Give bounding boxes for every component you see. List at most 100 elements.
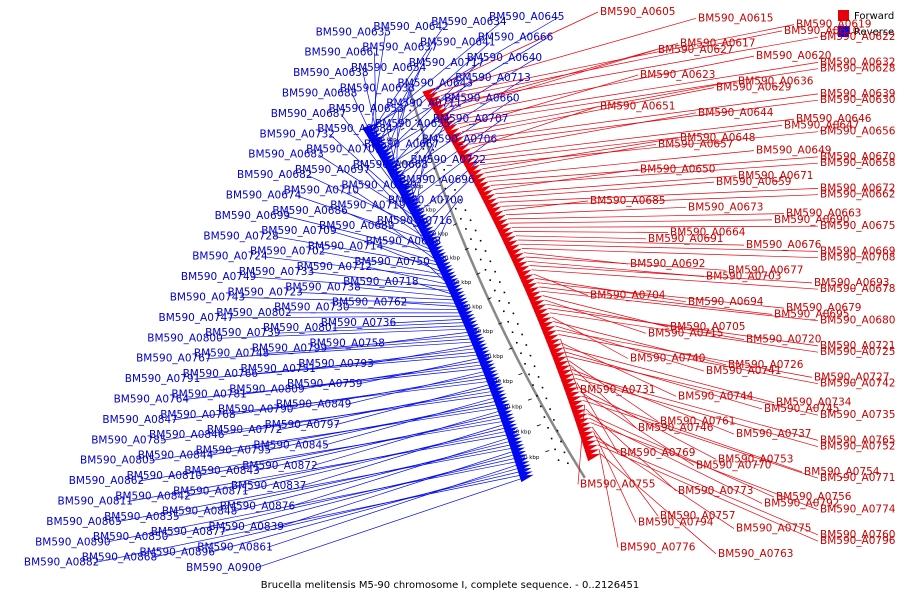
gene-label: BM590_A0605	[600, 6, 675, 18]
gene-leader-line	[597, 444, 819, 542]
gene-label: BM590_A0770	[696, 460, 771, 472]
gene-label: BM590_A0775	[736, 523, 811, 535]
gene-features	[362, 87, 601, 483]
gene-leader-line	[579, 391, 695, 466]
tick-label: 820 kbp	[490, 379, 513, 385]
tick-label: 700 kbp	[426, 232, 449, 238]
gene-label: BM590_A0723	[228, 286, 303, 298]
gene-leader-line	[466, 93, 819, 141]
gene-leader-line	[174, 444, 510, 518]
gene-leader-line	[525, 256, 727, 271]
gene-label: BM590_A0862	[69, 475, 144, 487]
scale-dot	[443, 168, 446, 171]
scale-dot	[516, 341, 518, 344]
tick-label: 800 kbp	[481, 354, 504, 360]
gene-leader-line	[507, 213, 785, 220]
gene-leader-line	[582, 400, 819, 479]
gene-leader-line	[267, 464, 517, 548]
gene-feature	[443, 123, 458, 134]
gene-label: BM590_A0785	[91, 434, 166, 446]
gene-label: BM590_A0758	[310, 337, 385, 349]
gene-label: BM590_A0679	[786, 302, 861, 314]
gene-leader-line	[243, 428, 504, 492]
scale-dot	[489, 279, 491, 281]
scale-dot	[428, 157, 430, 160]
gene-label: BM590_A0623	[640, 69, 715, 81]
gene-label: BM590_A0805	[80, 455, 155, 467]
gene-label: BM590_A0756	[776, 491, 852, 503]
gene-label: BM590_A0728	[203, 230, 278, 242]
gene-label: BM590_A0743	[170, 292, 245, 304]
gene-leader-line	[366, 266, 446, 285]
gene-label: BM590_A0764	[114, 394, 190, 406]
gene-label: BM590_A0654	[351, 62, 427, 74]
gene-label: BM590_A0667	[364, 139, 439, 151]
scale-dot	[524, 363, 526, 365]
scale-dot	[503, 291, 506, 294]
gene-label: BM590_A0639	[820, 88, 895, 100]
tick-mark	[400, 127, 405, 131]
scale-dot	[411, 128, 413, 131]
gene-label: BM590_A0649	[756, 145, 831, 157]
gene-label: BM590_A0900	[186, 562, 261, 574]
gene-leader-line	[278, 451, 512, 528]
gene-label: BM590_A0746	[638, 422, 714, 434]
gene-label: BM590_A0692	[630, 258, 705, 270]
gene-leader-line	[568, 360, 659, 422]
gene-label: BM590_A0839	[209, 521, 284, 533]
gene-label: BM590_A0733	[239, 266, 314, 278]
gene-leader-line	[571, 369, 735, 435]
gene-label: BM590_A0747	[159, 312, 234, 324]
scale-dot	[541, 386, 544, 389]
gene-label: BM590_A0697	[295, 164, 370, 176]
map-caption: Brucella melitensis M5-90 chromosome I, …	[261, 580, 639, 591]
gene-leader-line	[263, 338, 470, 354]
gene-label: BM590_A0793	[298, 358, 373, 370]
gene-leader-line	[138, 421, 502, 482]
gene-label: BM590_A0644	[698, 107, 774, 119]
gene-label: BM590_A0762	[332, 297, 407, 309]
tick-mark	[508, 347, 513, 350]
gene-leader-line	[464, 87, 715, 137]
gene-leader-line	[342, 210, 430, 250]
scale-dot	[532, 384, 534, 386]
legend-forward-label: Forward	[854, 11, 894, 22]
gene-label: BM590_A0794	[638, 516, 714, 528]
gene-feature	[436, 111, 451, 122]
gene-leader-line	[563, 347, 775, 403]
scale-dot	[437, 159, 440, 161]
gene-leader-line	[297, 292, 454, 301]
gene-leader-line	[289, 438, 508, 507]
gene-label: BM590_A0628	[820, 63, 895, 75]
gene-leader-line	[367, 27, 444, 137]
gene-leader-line	[462, 80, 737, 133]
gene-label: BM590_A0882	[24, 557, 99, 569]
gene-feature	[427, 95, 441, 106]
gene-label: BM590_A0734	[776, 397, 852, 409]
gene-label: BM590_A0703	[706, 271, 781, 283]
gene-leader-line	[519, 243, 819, 252]
gene-label: BM590_A0685	[590, 195, 665, 207]
gene-label: BM590_A0629	[716, 82, 791, 94]
label-leader-lines	[93, 11, 819, 569]
gene-label: BM590_A0844	[138, 450, 214, 462]
gene-label: BM590_A0843	[184, 465, 259, 477]
gene-leader-line	[162, 458, 515, 538]
gene-feature	[519, 474, 534, 483]
gene-feature	[431, 103, 446, 114]
gene-leader-line	[369, 32, 386, 140]
gene-leader-line	[515, 235, 647, 240]
gene-label: BM590_A0861	[197, 541, 272, 553]
gene-label: BM590_A0699	[215, 210, 290, 222]
scale-dot	[432, 149, 434, 151]
gene-label: BM590_A0657	[658, 138, 733, 150]
gene-leader-line	[353, 190, 423, 237]
gene-label: BM590_A0717	[409, 57, 484, 69]
gene-leader-line	[231, 441, 509, 513]
tick-label: 860 kbp	[509, 430, 532, 436]
gene-label: BM590_A0850	[93, 531, 168, 543]
gene-leader-line	[275, 325, 465, 334]
legend-reverse-label: Reverse	[854, 27, 894, 38]
gene-leader-line	[600, 453, 717, 555]
gene-label: BM590_A0731	[580, 384, 655, 396]
